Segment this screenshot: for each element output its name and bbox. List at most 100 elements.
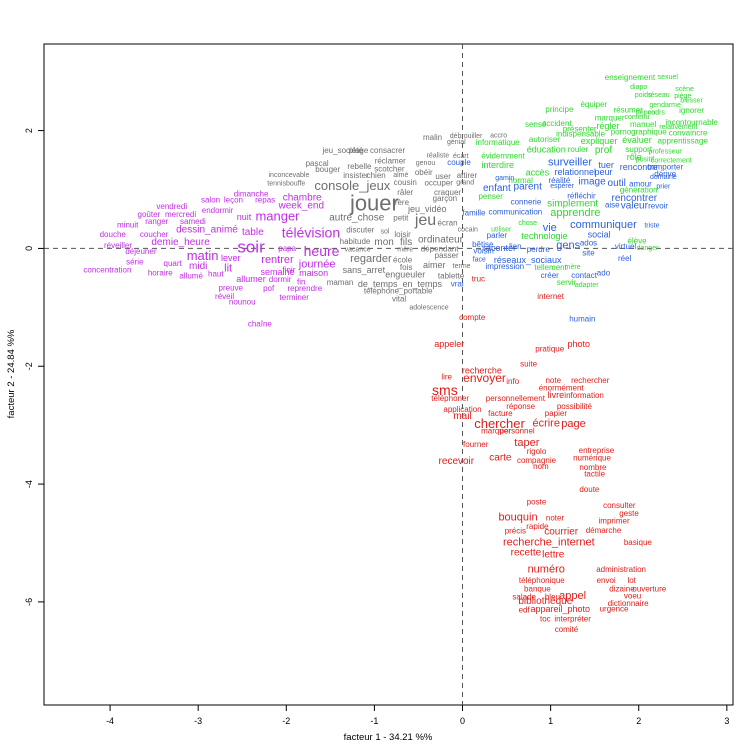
word-label: convaincre	[669, 128, 708, 137]
word-label: enseignement	[605, 73, 656, 82]
word-label: allumer	[236, 274, 266, 284]
word-label: soir	[237, 238, 265, 257]
word-label: jeu_vidéo	[407, 204, 447, 214]
word-label: sol	[380, 228, 389, 235]
word-label: vital	[392, 295, 406, 304]
y-tick-label: -6	[24, 598, 34, 606]
word-label: rouler	[568, 145, 589, 154]
word-label: reprendre	[287, 284, 322, 293]
x-tick-label: -3	[194, 716, 202, 726]
y-tick-label: -2	[24, 362, 34, 370]
word-label: normal	[508, 176, 533, 185]
word-label: doute	[579, 485, 600, 494]
word-label: craquer	[434, 188, 461, 197]
word-label: compte	[459, 313, 486, 322]
word-label: réfléchir	[567, 191, 596, 200]
word-label: piège	[674, 93, 691, 100]
word-label: chose	[518, 220, 537, 227]
word-label: utiliser	[491, 227, 512, 234]
word-label: note	[545, 376, 561, 385]
word-label: sans_arret	[343, 265, 386, 275]
word-label: rencontrer	[612, 193, 658, 204]
word-label: réveiller	[104, 241, 132, 250]
word-label: génération	[620, 186, 658, 195]
word-label: résumer	[613, 105, 643, 114]
word-label: tellement	[534, 263, 567, 272]
word-label: endormir	[202, 206, 234, 215]
word-label: user	[435, 172, 451, 181]
word-label: plage	[349, 146, 369, 155]
word-label: regarder	[350, 253, 392, 265]
word-label: interpréter	[554, 614, 591, 623]
word-label: lit	[224, 262, 232, 274]
word-label: élève	[627, 236, 647, 245]
word-label: mère	[397, 247, 413, 254]
word-label: téléphone_portable	[364, 286, 433, 295]
word-label: inconcevable	[269, 172, 310, 179]
word-label: haut	[208, 269, 224, 278]
plot-frame	[43, 43, 734, 706]
word-label: information	[564, 391, 604, 400]
word-label: revoir	[648, 202, 668, 211]
word-label: rigolo	[527, 447, 547, 456]
word-label: dérive	[654, 170, 676, 179]
word-label: cours	[648, 109, 666, 116]
word-label: garçon	[433, 194, 457, 203]
word-label: envoi	[597, 576, 616, 585]
word-label: relativement	[659, 124, 697, 131]
word-label: midi	[189, 261, 207, 272]
word-label: écrire	[532, 417, 560, 429]
word-label: accident	[542, 119, 573, 128]
word-label: bouger	[315, 165, 340, 174]
word-label: marquer	[481, 427, 511, 436]
word-label: toc	[540, 614, 551, 623]
word-label: site	[582, 249, 595, 258]
word-label: coucher	[140, 230, 169, 239]
word-label: chercher	[474, 416, 525, 431]
word-label: parent	[514, 182, 543, 193]
word-label: recevoir	[439, 456, 475, 467]
word-label: maman	[327, 278, 354, 287]
word-label: habitude	[340, 237, 371, 246]
word-label: amour	[629, 180, 652, 189]
y-tick-label: 2	[24, 128, 34, 133]
word-label: entreprise	[579, 446, 615, 455]
word-label: urgence	[600, 604, 629, 613]
word-label: attirer	[457, 171, 478, 180]
word-label: fils	[400, 237, 412, 248]
word-label: régler	[596, 121, 619, 131]
word-label: vacance	[345, 247, 371, 254]
word-label: minuit	[117, 220, 139, 229]
word-label: réel	[618, 254, 632, 263]
word-label: sms	[432, 382, 458, 398]
word-label: famille	[462, 209, 486, 218]
word-label: goûter	[138, 210, 161, 219]
word-label: éducation	[527, 144, 566, 154]
word-label: chaîne	[248, 319, 273, 328]
word-label: évidemment	[481, 151, 525, 160]
x-tick-label: 1	[548, 716, 553, 726]
word-label: numéro	[528, 564, 565, 576]
word-label: suite	[520, 359, 537, 368]
word-label: pornographique	[611, 127, 668, 136]
word-label: penser	[478, 192, 503, 201]
word-label: ordinateur	[418, 235, 464, 246]
word-label: informatique	[476, 138, 521, 147]
word-label: geste	[619, 509, 639, 518]
word-label: cocain	[458, 227, 478, 234]
word-label: page	[561, 418, 585, 430]
word-label: équiper	[580, 100, 607, 109]
word-label: ado	[597, 269, 611, 278]
word-label: outil	[608, 178, 626, 189]
word-label: énormément	[539, 384, 585, 393]
word-label: almé	[393, 172, 408, 179]
word-label: repas	[255, 196, 275, 205]
word-label: danger	[637, 245, 659, 252]
word-label: tactile	[584, 470, 605, 479]
word-label: communiquer	[570, 219, 637, 231]
word-label: présenter	[563, 124, 597, 133]
word-label: râler	[397, 188, 413, 197]
word-label: lire	[441, 372, 452, 381]
word-label: administration	[596, 565, 646, 574]
